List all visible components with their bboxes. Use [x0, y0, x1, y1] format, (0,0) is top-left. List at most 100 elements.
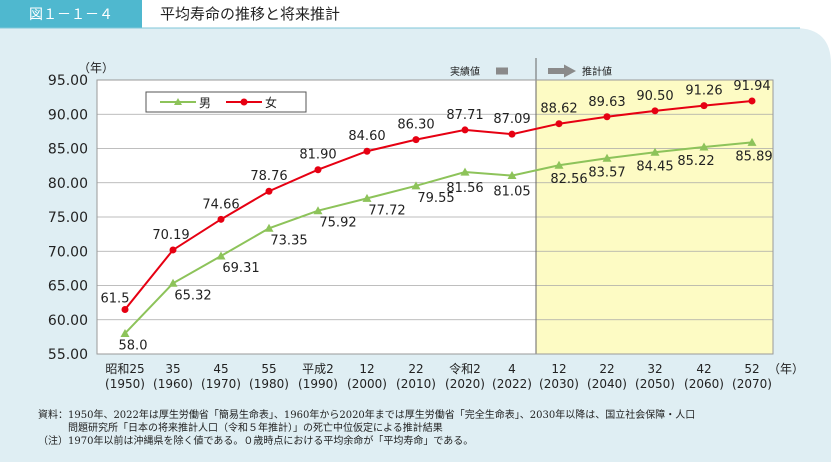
figure-number: 図１－１－４	[29, 7, 113, 23]
male-data-label: 75.92	[319, 216, 356, 231]
actual-arrow-icon	[496, 67, 528, 75]
x-tick-year: (2000)	[347, 377, 387, 391]
footnote-source: 資料：1950年、2022年は厚生労働省「簡易生命表」、1960年から2020年…	[38, 408, 695, 421]
male-point	[650, 147, 660, 156]
forecast-label: 推計値	[582, 65, 612, 78]
male-data-label: 73.35	[270, 233, 307, 248]
male-point	[507, 171, 517, 180]
y-tick-label: 85.00	[48, 142, 88, 158]
x-tick-year: (1970)	[201, 377, 241, 391]
legend: 男 女	[145, 91, 307, 113]
female-data-label: 87.09	[493, 112, 530, 127]
x-tick-label: 42	[696, 362, 711, 376]
female-data-label: 84.60	[348, 129, 385, 144]
male-point	[168, 278, 178, 287]
y-tick-label: 55.00	[48, 347, 88, 363]
x-tick-label: 22	[599, 362, 614, 376]
male-data-label: 81.56	[446, 181, 483, 196]
x-tick-year: (2060)	[684, 377, 724, 391]
male-point	[411, 181, 421, 190]
female-data-label: 70.19	[152, 228, 189, 243]
female-point	[555, 120, 563, 128]
female-point	[314, 166, 322, 174]
male-point	[362, 193, 372, 202]
female-data-label: 89.63	[588, 95, 625, 110]
y-tick-label: 90.00	[48, 107, 88, 123]
female-data-label: 74.66	[202, 197, 239, 212]
male-data-label: 85.89	[735, 149, 772, 164]
x-tick-year: (2010)	[396, 377, 436, 391]
female-data-label: 90.50	[636, 89, 673, 104]
x-tick-year: (1960)	[153, 377, 193, 391]
male-data-label: 84.45	[636, 159, 673, 174]
y-tick-label: 75.00	[48, 210, 88, 226]
female-data-label: 87.71	[446, 108, 483, 123]
x-tick-year: (2040)	[587, 377, 627, 391]
female-point	[363, 147, 371, 155]
x-tick-year: (1990)	[298, 377, 338, 391]
x-tick-year: (2050)	[635, 377, 675, 391]
y-axis-ticks: 55.00 60.00 65.00 70.00 75.00 80.00 85.00 90.00…	[48, 73, 88, 363]
male-data-label: 82.56	[550, 172, 587, 187]
female-point	[265, 187, 273, 195]
female-point	[121, 305, 129, 313]
male-data-label: 58.0	[119, 338, 148, 353]
male-line	[124, 141, 753, 335]
plot-border	[96, 79, 774, 355]
x-tick-label: 昭和25	[105, 362, 144, 376]
male-point	[120, 328, 130, 337]
x-tick-year: (2020)	[445, 377, 485, 391]
x-axis-unit: （年）	[768, 362, 804, 376]
female-point	[412, 136, 420, 144]
x-tick-label: 35	[165, 362, 180, 376]
x-tick-label: 32	[647, 362, 662, 376]
female-point	[700, 102, 708, 110]
x-tick-label: 55	[261, 362, 276, 376]
x-tick-year: (1950)	[105, 377, 145, 391]
figure-title: 平均寿命の推移と将来推計	[160, 5, 340, 23]
x-tick-year: (2022)	[492, 377, 532, 391]
male-data-label: 81.05	[493, 185, 530, 200]
y-tick-label: 65.00	[48, 279, 88, 295]
footnote-note: （注）1970年以前は沖縄県を除く値である。０歳時点における平均余命が「平均寿命…	[38, 434, 473, 447]
female-data-label: 91.26	[685, 84, 722, 99]
x-tick-label: 12	[551, 362, 566, 376]
legend-male-marker	[174, 98, 182, 105]
x-tick-year: (2070)	[732, 377, 772, 391]
male-data-label: 69.31	[222, 261, 259, 276]
actual-label: 実績値	[450, 65, 480, 78]
x-tick-label: 4	[508, 362, 516, 376]
female-point	[169, 246, 177, 254]
female-data-label: 88.62	[540, 102, 577, 117]
y-axis-unit: （年）	[78, 61, 114, 75]
male-data-label: 79.55	[417, 191, 454, 206]
y-tick-label: 80.00	[48, 176, 88, 192]
male-point	[313, 206, 323, 215]
male-point	[699, 142, 709, 151]
x-tick-label: 45	[213, 362, 228, 376]
x-tick-label: 12	[359, 362, 374, 376]
x-tick-label: 令和2	[449, 361, 481, 376]
male-data-label: 65.32	[174, 288, 211, 303]
female-point	[748, 97, 756, 105]
figure-number-badge	[0, 0, 142, 28]
forecast-arrow-icon	[548, 64, 576, 78]
gridlines	[97, 113, 773, 321]
female-data-label: 78.76	[250, 169, 287, 184]
y-tick-label: 60.00	[48, 313, 88, 329]
male-point	[264, 223, 274, 232]
female-data-label: 86.30	[397, 118, 434, 133]
female-point	[217, 215, 225, 223]
x-axis-ticks: 昭和25(1950) 35(1960) 45(1970) 55(1980) 平成2(19…	[105, 361, 772, 391]
y-tick-label: 70.00	[48, 244, 88, 260]
female-line	[124, 99, 753, 311]
male-point	[602, 153, 612, 162]
male-data-label: 77.72	[368, 203, 405, 218]
female-point	[603, 113, 611, 121]
female-point	[651, 107, 659, 115]
x-tick-year: (2030)	[539, 377, 579, 391]
x-tick-label: 22	[408, 362, 423, 376]
male-point	[554, 160, 564, 169]
